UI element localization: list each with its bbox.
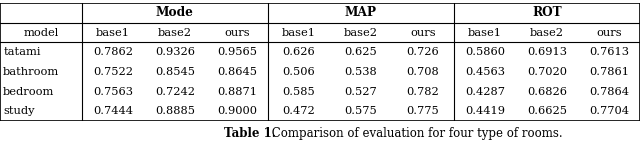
- Text: 0.7020: 0.7020: [527, 67, 567, 77]
- Text: 0.585: 0.585: [283, 87, 316, 97]
- Text: 0.7862: 0.7862: [93, 47, 133, 57]
- Text: 0.527: 0.527: [344, 87, 378, 97]
- Text: base1: base1: [282, 28, 316, 38]
- Text: 0.4287: 0.4287: [465, 87, 505, 97]
- Text: 0.8871: 0.8871: [217, 87, 257, 97]
- Text: base2: base2: [158, 28, 192, 38]
- Text: ours: ours: [410, 28, 436, 38]
- Text: 0.782: 0.782: [406, 87, 439, 97]
- Text: base2: base2: [344, 28, 378, 38]
- Text: base1: base1: [468, 28, 502, 38]
- Text: 0.472: 0.472: [283, 107, 316, 116]
- Text: 0.626: 0.626: [283, 47, 316, 57]
- Text: Mode: Mode: [156, 6, 194, 19]
- Text: 0.4563: 0.4563: [465, 67, 505, 77]
- Text: 0.506: 0.506: [283, 67, 316, 77]
- Text: 0.9326: 0.9326: [155, 47, 195, 57]
- Text: 0.726: 0.726: [406, 47, 439, 57]
- Text: base1: base1: [96, 28, 130, 38]
- Text: 0.9565: 0.9565: [217, 47, 257, 57]
- Text: 0.708: 0.708: [406, 67, 439, 77]
- Text: 0.7444: 0.7444: [93, 107, 133, 116]
- Text: 0.775: 0.775: [406, 107, 439, 116]
- Text: 0.7864: 0.7864: [589, 87, 629, 97]
- Text: MAP: MAP: [345, 6, 377, 19]
- Text: bedroom: bedroom: [3, 87, 54, 97]
- Text: 0.625: 0.625: [344, 47, 378, 57]
- Text: Table 1.: Table 1.: [224, 127, 276, 140]
- Text: 0.7522: 0.7522: [93, 67, 133, 77]
- Text: 0.7242: 0.7242: [155, 87, 195, 97]
- Text: 0.7563: 0.7563: [93, 87, 133, 97]
- Text: 0.7613: 0.7613: [589, 47, 629, 57]
- Text: ours: ours: [224, 28, 250, 38]
- Text: 0.9000: 0.9000: [217, 107, 257, 116]
- Text: 0.6913: 0.6913: [527, 47, 567, 57]
- Text: 0.8885: 0.8885: [155, 107, 195, 116]
- Text: 0.8645: 0.8645: [217, 67, 257, 77]
- Text: 0.4419: 0.4419: [465, 107, 505, 116]
- Text: 0.5860: 0.5860: [465, 47, 505, 57]
- Text: bathroom: bathroom: [3, 67, 60, 77]
- Text: 0.6625: 0.6625: [527, 107, 567, 116]
- Text: study: study: [3, 107, 35, 116]
- Text: Comparison of evaluation for four type of rooms.: Comparison of evaluation for four type o…: [268, 127, 562, 140]
- Text: base2: base2: [530, 28, 564, 38]
- Text: 0.6826: 0.6826: [527, 87, 567, 97]
- Text: 0.538: 0.538: [344, 67, 378, 77]
- Text: ours: ours: [596, 28, 622, 38]
- Text: tatami: tatami: [3, 47, 41, 57]
- Text: 0.575: 0.575: [344, 107, 378, 116]
- Text: 0.7704: 0.7704: [589, 107, 629, 116]
- Text: 0.7861: 0.7861: [589, 67, 629, 77]
- Text: ROT: ROT: [532, 6, 562, 19]
- Text: 0.8545: 0.8545: [155, 67, 195, 77]
- Text: model: model: [23, 28, 59, 38]
